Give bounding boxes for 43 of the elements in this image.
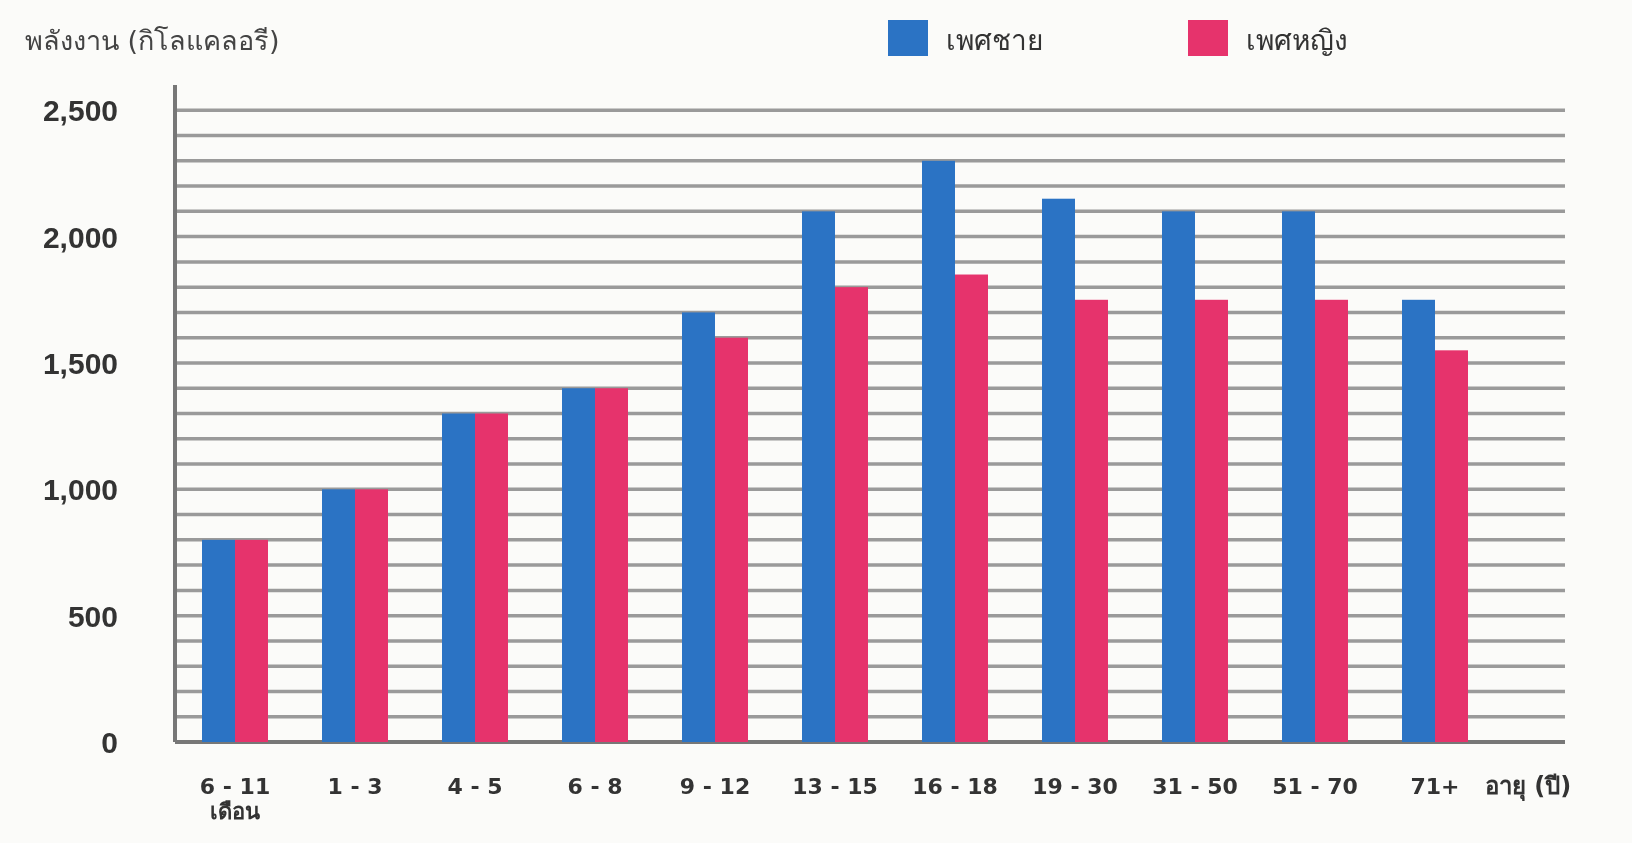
y-tick-label: 2,500 bbox=[42, 94, 118, 128]
y-axis-title: พลังงาน (กิโลแคลอรี) bbox=[25, 25, 280, 56]
bar bbox=[355, 489, 388, 742]
bar bbox=[1042, 198, 1075, 742]
y-tick-label: 0 bbox=[101, 726, 118, 759]
legend-label: เพศชาย bbox=[946, 24, 1043, 57]
bar bbox=[1075, 299, 1108, 742]
y-tick-label: 2,000 bbox=[42, 220, 118, 254]
bar bbox=[475, 413, 508, 742]
bar bbox=[1195, 299, 1228, 742]
bar bbox=[202, 539, 235, 742]
bar bbox=[562, 388, 595, 742]
bar bbox=[715, 337, 748, 742]
x-axis-title: อายุ (ปี) bbox=[1485, 772, 1572, 802]
x-tick-label: 16 - 18 bbox=[912, 774, 998, 799]
y-tick-label: 1,500 bbox=[42, 346, 118, 380]
legend-label: เพศหญิง bbox=[1246, 24, 1348, 57]
x-tick-label: 51 - 70 bbox=[1272, 774, 1358, 799]
x-tick-label: 13 - 15 bbox=[792, 774, 878, 799]
bar bbox=[1162, 211, 1195, 742]
x-tick-label: 9 - 12 bbox=[679, 774, 751, 799]
bar bbox=[835, 287, 868, 742]
y-tick-label: 500 bbox=[67, 599, 118, 633]
bar bbox=[1435, 350, 1468, 742]
x-tick-label: 71+ bbox=[1410, 774, 1460, 799]
x-tick-label: 6 - 11 เดือน bbox=[199, 774, 271, 825]
x-tick-label: 1 - 3 bbox=[327, 774, 383, 799]
bar bbox=[1282, 211, 1315, 742]
bar bbox=[955, 274, 988, 742]
x-tick-label: 6 - 8 bbox=[567, 774, 623, 799]
bar bbox=[802, 211, 835, 742]
bar bbox=[442, 413, 475, 742]
bar bbox=[922, 160, 955, 742]
x-tick-label: 19 - 30 bbox=[1032, 774, 1118, 799]
bar bbox=[235, 539, 268, 742]
bar bbox=[682, 312, 715, 742]
bar bbox=[322, 489, 355, 742]
bar bbox=[595, 388, 628, 742]
x-tick-label: 31 - 50 bbox=[1152, 774, 1238, 799]
bar bbox=[1315, 299, 1348, 742]
bar bbox=[1402, 299, 1435, 742]
y-tick-label: 1,000 bbox=[42, 473, 118, 507]
x-tick-label: 4 - 5 bbox=[447, 774, 503, 799]
